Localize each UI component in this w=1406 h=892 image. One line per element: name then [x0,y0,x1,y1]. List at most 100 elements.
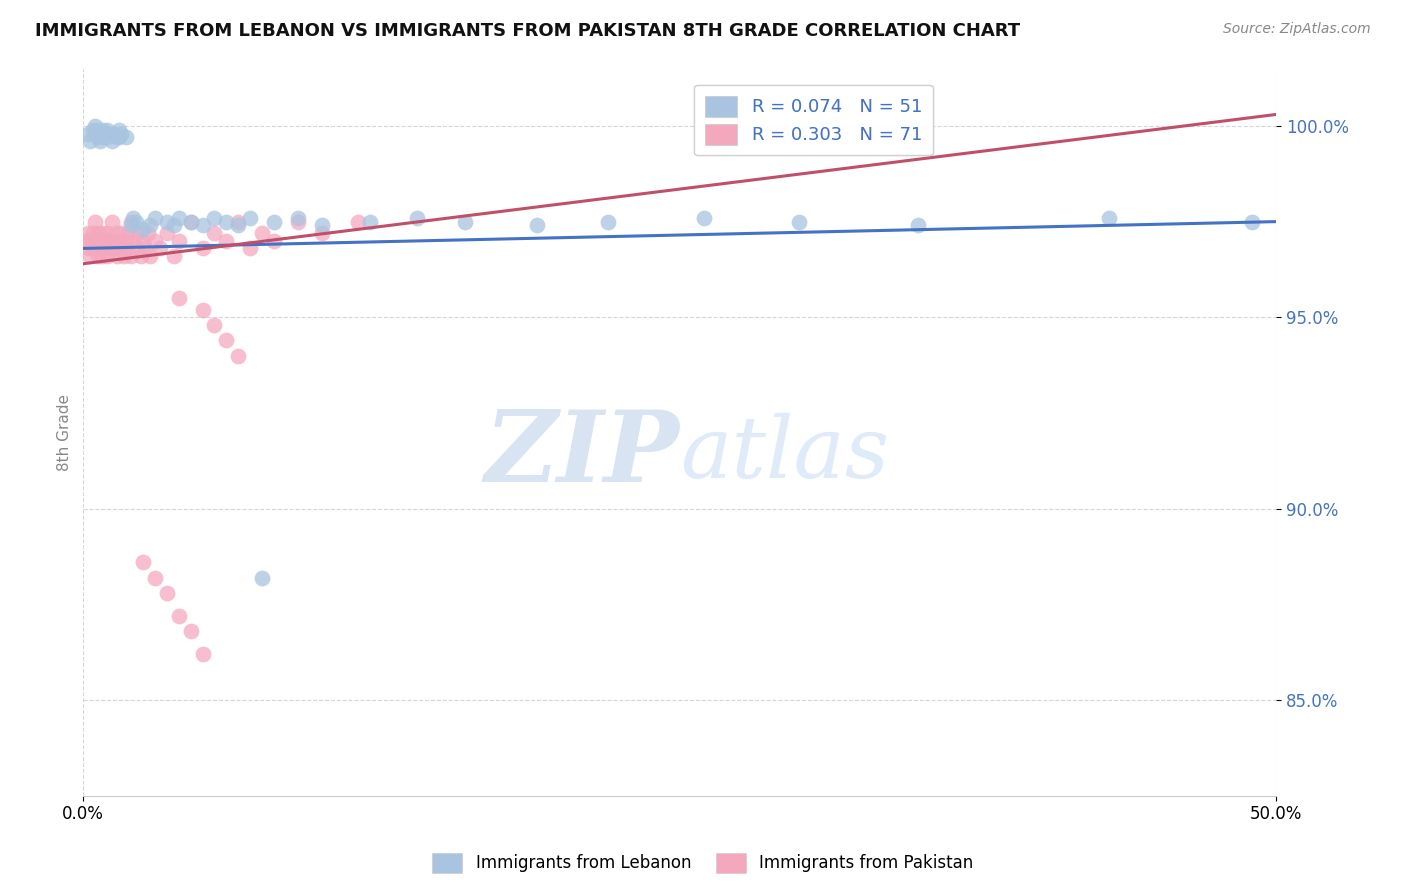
Point [98,241,121,255]
Point [311,219,333,233]
Point [250,226,273,240]
Point [180,214,202,228]
Point [907,219,929,233]
Point [287,214,309,228]
Point [239,241,262,255]
Point [82,226,104,240]
Point [215,333,238,347]
Point [98,234,121,248]
Point [122,211,145,225]
Point [91,122,114,136]
Point [84,234,107,248]
Point [139,219,162,233]
Point [132,234,155,248]
Point [263,234,285,248]
Point [359,214,381,228]
Point [167,608,190,623]
Point [143,234,166,248]
Point [215,234,238,248]
Point [103,241,125,255]
Point [91,226,114,240]
Point [120,249,142,263]
Point [115,234,138,248]
Point [86,249,108,263]
Point [180,214,202,228]
Point [86,226,108,240]
Point [96,249,118,263]
Point [86,130,108,145]
Point [263,214,285,228]
Point [228,214,250,228]
Point [1098,211,1121,225]
Legend: Immigrants from Lebanon, Immigrants from Pakistan: Immigrants from Lebanon, Immigrants from… [426,847,980,880]
Point [526,219,548,233]
Point [156,226,179,240]
Point [125,214,148,228]
Point [79,134,101,148]
Point [132,555,155,569]
Point [89,241,111,255]
Point [79,234,101,248]
Point [77,127,100,141]
Point [105,226,128,240]
Text: atlas: atlas [679,413,889,495]
Point [406,211,429,225]
Point [94,127,117,141]
Point [105,249,128,263]
Point [101,214,124,228]
Point [228,219,250,233]
Point [125,241,148,255]
Point [143,211,166,225]
Point [692,211,714,225]
Text: Source: ZipAtlas.com: Source: ZipAtlas.com [1223,22,1371,37]
Point [215,214,238,228]
Point [204,211,226,225]
Point [115,241,138,255]
Point [115,130,138,145]
Point [89,234,111,248]
Point [139,249,162,263]
Point [108,234,131,248]
Legend: R = 0.074   N = 51, R = 0.303   N = 71: R = 0.074 N = 51, R = 0.303 N = 71 [695,85,934,155]
Point [191,219,214,233]
Point [75,234,97,248]
Point [110,127,132,141]
Point [191,302,214,317]
Point [82,122,104,136]
Point [91,130,114,145]
Point [110,226,132,240]
Point [156,214,179,228]
Y-axis label: 8th Grade: 8th Grade [58,393,72,471]
Text: ZIP: ZIP [485,406,679,502]
Point [96,226,118,240]
Point [239,211,262,225]
Point [129,249,152,263]
Point [89,134,111,148]
Point [134,241,156,255]
Point [120,214,142,228]
Point [787,214,810,228]
Point [77,226,100,240]
Point [167,211,190,225]
Point [346,214,368,228]
Point [167,234,190,248]
Point [101,134,124,148]
Point [598,214,620,228]
Point [84,241,107,255]
Point [204,226,226,240]
Point [108,241,131,255]
Point [108,130,131,145]
Point [156,586,179,600]
Point [163,249,186,263]
Point [127,226,149,240]
Point [250,571,273,585]
Point [143,571,166,585]
Point [163,219,186,233]
Point [149,241,172,255]
Point [108,122,131,136]
Point [84,119,107,133]
Point [136,226,159,240]
Point [311,226,333,240]
Point [105,130,128,145]
Point [101,234,124,248]
